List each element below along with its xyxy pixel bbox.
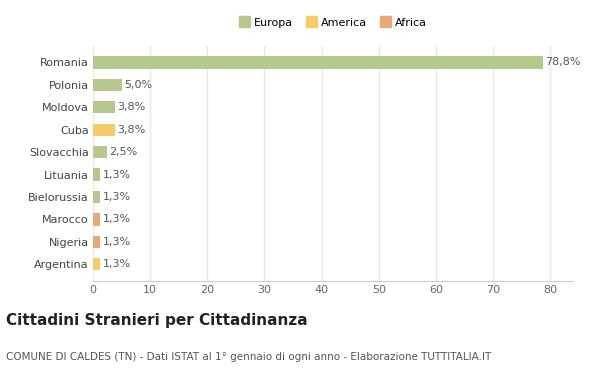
- Bar: [93, 236, 100, 248]
- Bar: [93, 79, 122, 91]
- Text: COMUNE DI CALDES (TN) - Dati ISTAT al 1° gennaio di ogni anno - Elaborazione TUT: COMUNE DI CALDES (TN) - Dati ISTAT al 1°…: [6, 352, 491, 361]
- Bar: [93, 101, 115, 114]
- Text: 3,8%: 3,8%: [117, 102, 145, 112]
- Text: 1,3%: 1,3%: [103, 192, 131, 202]
- Text: 2,5%: 2,5%: [110, 147, 138, 157]
- Text: 1,3%: 1,3%: [103, 259, 131, 269]
- Text: 1,3%: 1,3%: [103, 214, 131, 225]
- Text: 3,8%: 3,8%: [117, 125, 145, 135]
- Legend: Europa, America, Africa: Europa, America, Africa: [237, 16, 429, 31]
- Bar: [93, 56, 543, 69]
- Text: 1,3%: 1,3%: [103, 169, 131, 180]
- Bar: [93, 124, 115, 136]
- Bar: [93, 213, 100, 226]
- Text: Cittadini Stranieri per Cittadinanza: Cittadini Stranieri per Cittadinanza: [6, 314, 308, 328]
- Bar: [93, 258, 100, 271]
- Bar: [93, 146, 107, 158]
- Text: 1,3%: 1,3%: [103, 237, 131, 247]
- Bar: [93, 168, 100, 181]
- Bar: [93, 191, 100, 203]
- Text: 5,0%: 5,0%: [124, 80, 152, 90]
- Text: 78,8%: 78,8%: [545, 57, 581, 68]
